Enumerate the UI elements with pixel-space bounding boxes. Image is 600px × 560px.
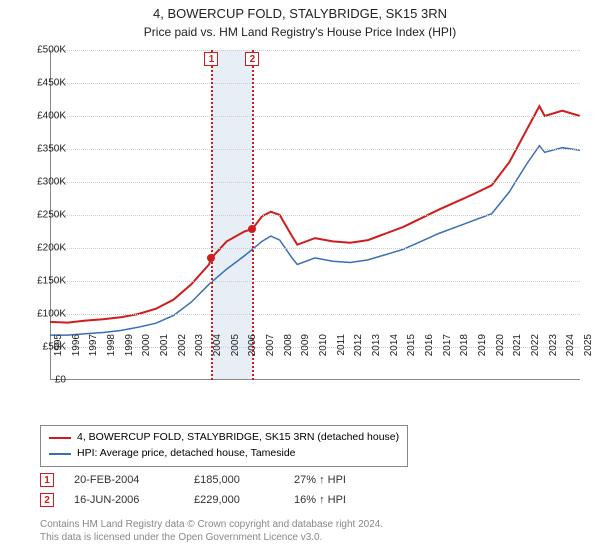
gridline bbox=[50, 182, 580, 183]
x-axis-label: 2022 bbox=[530, 334, 541, 356]
x-axis-label: 2004 bbox=[212, 334, 223, 356]
sale-marker-box: 1 bbox=[204, 52, 218, 66]
y-axis-label: £500K bbox=[37, 45, 66, 56]
gridline bbox=[50, 149, 580, 150]
sale-vline bbox=[211, 50, 213, 380]
sale-marker-icon: 1 bbox=[40, 473, 54, 487]
y-axis-label: £200K bbox=[37, 243, 66, 254]
legend-box: 4, BOWERCUP FOLD, STALYBRIDGE, SK15 3RN … bbox=[40, 425, 408, 467]
x-axis-label: 2020 bbox=[495, 334, 506, 356]
gridline bbox=[50, 83, 580, 84]
x-axis-label: 2021 bbox=[512, 334, 523, 356]
sale-price: £229,000 bbox=[194, 494, 274, 506]
legend-swatch bbox=[49, 437, 71, 439]
x-axis-label: 2025 bbox=[583, 334, 594, 356]
y-axis-label: £150K bbox=[37, 276, 66, 287]
sale-price: £185,000 bbox=[194, 474, 274, 486]
chart-container: 4, BOWERCUP FOLD, STALYBRIDGE, SK15 3RN … bbox=[0, 0, 600, 560]
sales-row: 1 20-FEB-2004 £185,000 27% ↑ HPI bbox=[40, 470, 394, 490]
chart-plot-area bbox=[50, 50, 580, 380]
sales-table: 1 20-FEB-2004 £185,000 27% ↑ HPI 2 16-JU… bbox=[40, 470, 394, 510]
y-axis-label: £300K bbox=[37, 177, 66, 188]
sale-vline bbox=[252, 50, 254, 380]
x-axis-label: 1999 bbox=[124, 334, 135, 356]
sale-dot bbox=[248, 225, 256, 233]
x-axis-label: 2000 bbox=[141, 334, 152, 356]
x-axis-label: 2006 bbox=[247, 334, 258, 356]
x-axis-label: 2010 bbox=[318, 334, 329, 356]
legend-item: HPI: Average price, detached house, Tame… bbox=[49, 446, 399, 462]
x-axis-label: 2002 bbox=[177, 334, 188, 356]
x-axis-label: 1995 bbox=[53, 334, 64, 356]
x-axis-label: 2011 bbox=[336, 334, 347, 356]
gridline bbox=[50, 116, 580, 117]
sale-diff: 16% ↑ HPI bbox=[294, 494, 394, 506]
x-axis-label: 2013 bbox=[371, 334, 382, 356]
gridline bbox=[50, 248, 580, 249]
legend-label: 4, BOWERCUP FOLD, STALYBRIDGE, SK15 3RN … bbox=[77, 430, 399, 446]
footer-attribution: Contains HM Land Registry data © Crown c… bbox=[40, 518, 383, 544]
chart-title: 4, BOWERCUP FOLD, STALYBRIDGE, SK15 3RN bbox=[0, 0, 600, 23]
x-axis-label: 2003 bbox=[194, 334, 205, 356]
y-axis-label: £450K bbox=[37, 78, 66, 89]
footer-line: This data is licensed under the Open Gov… bbox=[40, 531, 383, 544]
y-axis-label: £400K bbox=[37, 111, 66, 122]
x-axis-label: 2018 bbox=[459, 334, 470, 356]
sale-date: 20-FEB-2004 bbox=[74, 474, 174, 486]
legend-swatch bbox=[49, 453, 71, 455]
sale-date: 16-JUN-2006 bbox=[74, 494, 174, 506]
x-axis-label: 2023 bbox=[548, 334, 559, 356]
x-axis-label: 2014 bbox=[389, 334, 400, 356]
sale-diff: 27% ↑ HPI bbox=[294, 474, 394, 486]
y-axis-label: £350K bbox=[37, 144, 66, 155]
y-axis-label: £250K bbox=[37, 210, 66, 221]
x-axis-label: 1998 bbox=[106, 334, 117, 356]
chart-subtitle: Price paid vs. HM Land Registry's House … bbox=[0, 23, 600, 39]
sale-marker-icon: 2 bbox=[40, 493, 54, 507]
x-axis-label: 2015 bbox=[406, 334, 417, 356]
x-axis-label: 1997 bbox=[88, 334, 99, 356]
x-axis-label: 2016 bbox=[424, 334, 435, 356]
gridline bbox=[50, 314, 580, 315]
x-axis-label: 2024 bbox=[565, 334, 576, 356]
legend-label: HPI: Average price, detached house, Tame… bbox=[77, 446, 296, 462]
x-axis-label: 2012 bbox=[353, 334, 364, 356]
x-axis-label: 2017 bbox=[442, 334, 453, 356]
y-axis-label: £100K bbox=[37, 309, 66, 320]
gridline bbox=[50, 281, 580, 282]
x-axis-label: 2005 bbox=[230, 334, 241, 356]
footer-line: Contains HM Land Registry data © Crown c… bbox=[40, 518, 383, 531]
x-axis-label: 2001 bbox=[159, 334, 170, 356]
legend-item: 4, BOWERCUP FOLD, STALYBRIDGE, SK15 3RN … bbox=[49, 430, 399, 446]
gridline bbox=[50, 50, 580, 51]
sales-row: 2 16-JUN-2006 £229,000 16% ↑ HPI bbox=[40, 490, 394, 510]
x-axis-label: 2019 bbox=[477, 334, 488, 356]
sale-marker-box: 2 bbox=[245, 52, 259, 66]
x-axis-label: 1996 bbox=[71, 334, 82, 356]
x-axis-label: 2008 bbox=[283, 334, 294, 356]
y-axis-label: £0 bbox=[55, 375, 66, 386]
x-axis-label: 2007 bbox=[265, 334, 276, 356]
x-axis-label: 2009 bbox=[300, 334, 311, 356]
sale-dot bbox=[207, 254, 215, 262]
gridline bbox=[50, 215, 580, 216]
